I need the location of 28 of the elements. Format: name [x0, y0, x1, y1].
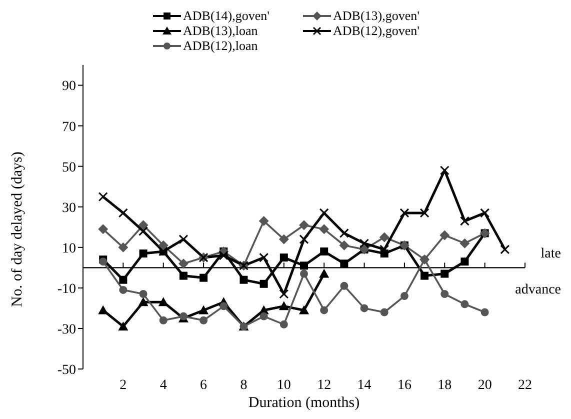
x-tick-label: 12 — [317, 378, 332, 393]
legend-label: ADB(13),goven' — [333, 8, 420, 24]
x-tick-label: 10 — [276, 378, 291, 393]
legend-label: ADB(12),loan — [183, 38, 258, 54]
y-tick-label: -10 — [57, 282, 76, 297]
y-tick-label: 30 — [62, 200, 76, 216]
legend-label: ADB(12),goven' — [333, 22, 420, 38]
x-tick-label: 4 — [160, 378, 167, 393]
y-tick-label: 70 — [62, 120, 76, 135]
annotation: advance — [515, 282, 561, 298]
x-tick-label: 14 — [357, 378, 372, 393]
y-tick-label: 90 — [62, 79, 76, 94]
y-tick-label: -50 — [57, 362, 76, 378]
x-tick-label: 8 — [240, 378, 248, 393]
x-tick-label: 16 — [397, 378, 412, 393]
text: late — [540, 246, 561, 262]
x-tick-label: 22 — [518, 378, 532, 393]
legend-label: ADB(14),goven' — [183, 8, 270, 24]
x-tick-label: 2 — [120, 378, 127, 393]
x-tick-label: 6 — [200, 378, 208, 393]
x-tick-label: 20 — [478, 378, 492, 393]
y-tick-label: 50 — [62, 160, 76, 176]
y-tick-label: -30 — [57, 322, 76, 338]
legend-label: ADB(13),loan — [183, 22, 258, 38]
x-tick-label: 18 — [438, 378, 452, 393]
y-tick-label: 10 — [62, 241, 76, 256]
x-axis-title: Duration (months) — [248, 395, 360, 411]
y-axis-title: No. of day delayed (days) — [9, 152, 26, 307]
